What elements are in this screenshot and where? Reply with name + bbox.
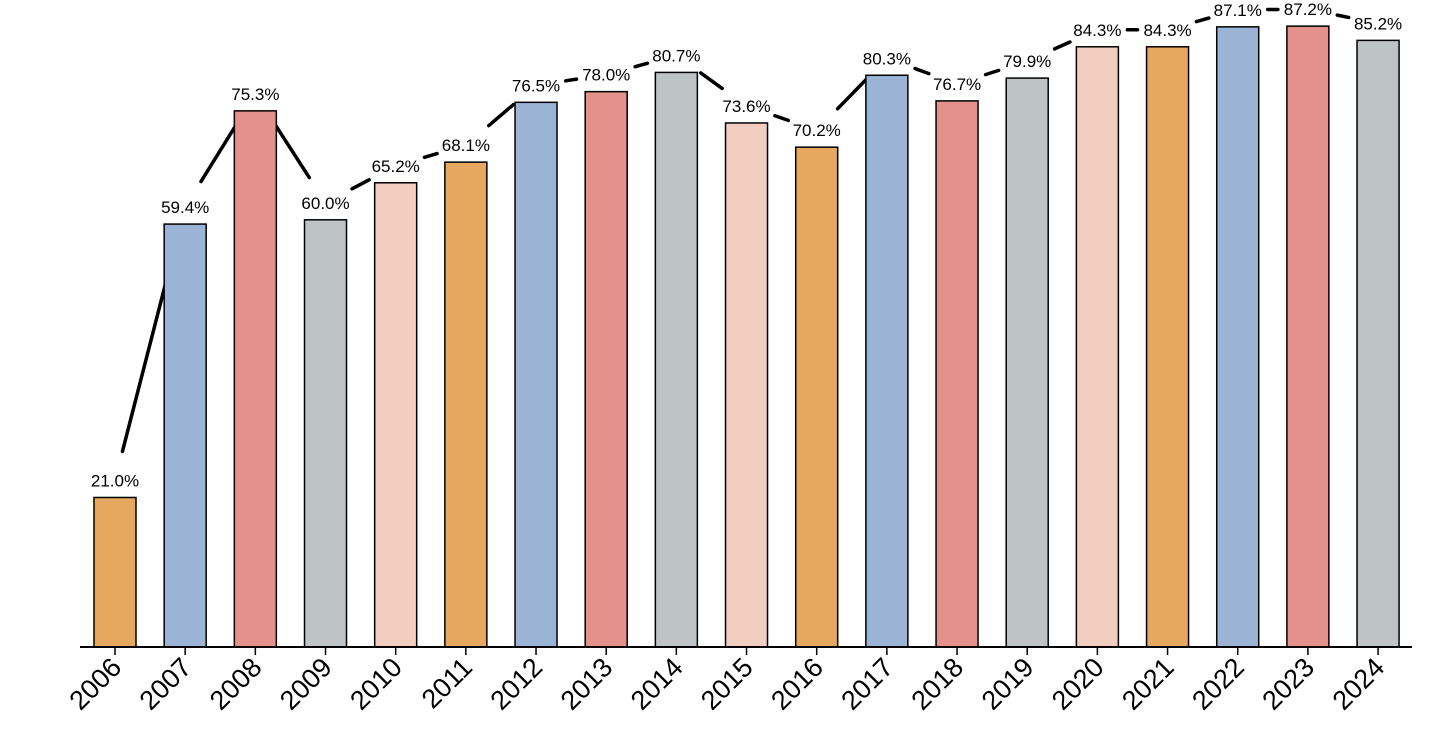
trend-segment: [350, 178, 371, 191]
value-label: 73.6%: [722, 97, 770, 116]
x-tick-label: 2011: [416, 652, 478, 714]
bars: [93, 25, 1400, 648]
value-label: 87.2%: [1284, 0, 1332, 19]
bar-2013: [584, 90, 628, 648]
x-tick-label: 2021: [1116, 652, 1180, 716]
x-tick-label: 2019: [976, 652, 1040, 716]
trend-segment: [1335, 13, 1351, 20]
trend-segment: [835, 77, 868, 111]
trend-segment: [773, 114, 791, 123]
bar-2021: [1145, 46, 1190, 648]
x-tick-label: 2010: [344, 652, 408, 716]
bar-2014: [654, 71, 699, 648]
x-tick-label: 2016: [765, 652, 829, 716]
value-label: 85.2%: [1354, 14, 1402, 33]
bar-2008: [233, 110, 278, 648]
trend-segment: [199, 117, 242, 184]
bar-2007: [163, 223, 207, 648]
x-tick-label: 2013: [555, 652, 619, 716]
bar-2012: [514, 101, 558, 648]
x-tick-label: 2015: [695, 652, 759, 716]
value-label: 84.3%: [1143, 21, 1191, 40]
value-label: 68.1%: [442, 136, 490, 155]
x-tick-label: 2008: [204, 652, 268, 716]
value-label: 75.3%: [231, 85, 279, 104]
x-tick-label: 2022: [1186, 652, 1250, 716]
value-label: 78.0%: [582, 66, 630, 85]
trend-segment: [563, 77, 579, 83]
bar-2020: [1075, 46, 1120, 648]
value-label: 79.9%: [1003, 52, 1051, 71]
trend-segment: [633, 61, 650, 69]
x-tick-label: 2018: [906, 652, 970, 716]
x-tick-label: 2017: [835, 652, 899, 716]
x-tick-label: 2012: [485, 652, 549, 716]
value-label: 59.4%: [161, 198, 209, 217]
bar-2017: [865, 74, 909, 648]
value-label: 80.7%: [652, 46, 700, 65]
bar-2023: [1286, 25, 1330, 648]
value-label: 65.2%: [372, 157, 420, 176]
trend-segment: [1194, 16, 1211, 24]
x-axis-ticks: 2006 2007 2008 2009 2010 2011 2012 2013 2014 2015…: [64, 647, 1391, 716]
value-labels: 21.0% 59.4% 75.3% 60.0% 65.2% 68.1% 76.5% 78.0%…: [91, 0, 1402, 490]
value-label: 70.2%: [793, 121, 841, 140]
value-label: 76.7%: [933, 75, 981, 94]
bar-2022: [1215, 26, 1260, 648]
value-label: 80.3%: [863, 49, 911, 68]
bar-2009: [303, 219, 348, 648]
bar-2006: [93, 496, 137, 648]
trend-segment: [698, 71, 724, 91]
x-tick-label: 2007: [134, 652, 198, 716]
trend-segment: [913, 66, 931, 76]
bar-2010: [373, 182, 418, 648]
value-label: 60.0%: [301, 194, 349, 213]
x-tick-label: 2020: [1046, 652, 1110, 716]
x-tick-label: 2014: [625, 652, 689, 716]
bar-2015: [724, 122, 769, 648]
value-label: 87.1%: [1214, 1, 1262, 20]
value-label: 84.3%: [1073, 21, 1121, 40]
bar-2011: [444, 161, 488, 648]
bar-2016: [794, 146, 839, 648]
trend-segment: [486, 103, 515, 128]
value-label: 76.5%: [512, 76, 560, 95]
value-label: 21.0%: [91, 471, 139, 490]
trend-segment: [422, 151, 439, 160]
bar-2019: [1005, 77, 1049, 648]
x-tick-label: 2006: [64, 652, 128, 716]
x-tick-label: 2023: [1256, 652, 1320, 716]
trend-segment: [269, 117, 312, 180]
trend-segment: [1052, 40, 1072, 51]
x-tick-label: 2009: [274, 652, 338, 716]
bar-2024: [1356, 39, 1400, 648]
trend-segment: [983, 68, 1001, 77]
x-tick-label: 2024: [1327, 652, 1391, 716]
bar-2018: [935, 100, 979, 648]
